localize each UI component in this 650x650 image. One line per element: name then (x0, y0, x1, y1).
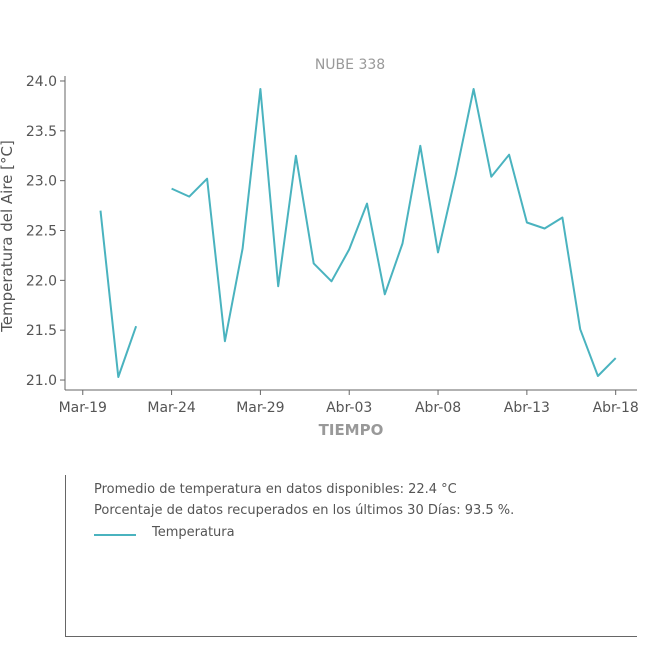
y-tick-label: 24.0 (26, 74, 57, 90)
y-tick-label: 21.5 (26, 323, 57, 339)
x-axis-label: TIEMPO (319, 421, 384, 439)
average-temperature-text: Promedio de temperatura en datos disponi… (94, 482, 457, 497)
y-axis-label: Temperatura del Aire [°C] (0, 140, 16, 333)
y-tick-label: 23.0 (26, 174, 57, 190)
x-tick-label: Abr-13 (504, 400, 550, 416)
x-tick-label: Abr-18 (593, 400, 639, 416)
legend-label-temperatura: Temperatura (152, 525, 235, 540)
series-line-segment (99, 210, 138, 378)
x-tick-label: Mar-24 (147, 400, 195, 416)
series-temperatura (99, 88, 617, 378)
info-panel: Promedio de temperatura en datos disponi… (65, 475, 637, 637)
chart-title: NUBE 338 (315, 57, 385, 73)
recovered-data-text: Porcentaje de datos recuperados en los ú… (94, 503, 515, 518)
y-tick-label: 21.0 (26, 373, 57, 389)
series-line-segment (171, 88, 617, 377)
y-axis: 21.0 21.5 22.0 22.5 23.0 23.5 24.0 (26, 74, 66, 390)
y-tick-label: 22.0 (26, 273, 57, 289)
temperature-chart: NUBE 338 21.0 21.5 22.0 22.5 23.0 23.5 24.0 Ma… (0, 57, 639, 439)
x-tick-label: Mar-29 (236, 400, 284, 416)
x-axis: Mar-19 Mar-24 Mar-29 Abr-03 Abr-08 Abr-13 Abr-… (59, 389, 639, 416)
y-tick-label: 23.5 (26, 124, 57, 140)
x-tick-label: Mar-19 (59, 400, 107, 416)
x-tick-label: Abr-03 (326, 400, 372, 416)
x-tick-label: Abr-08 (415, 400, 461, 416)
legend-swatch-temperatura (94, 534, 136, 536)
y-tick-label: 22.5 (26, 224, 57, 240)
